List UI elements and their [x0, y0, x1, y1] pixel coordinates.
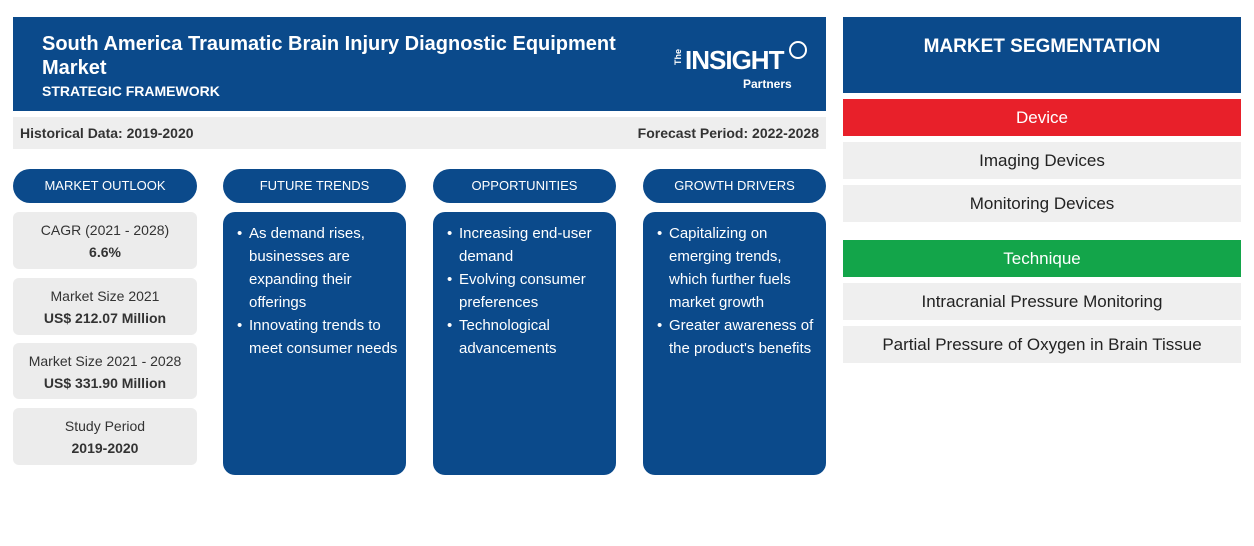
list-item: Innovating trends to meet consumer needs	[237, 314, 398, 360]
stat-study-period: Study Period 2019-2020	[13, 408, 197, 465]
stat-label: Study Period	[64, 418, 146, 434]
list-item: Evolving consumer preferences	[447, 268, 608, 314]
logo-partners: Partners	[743, 77, 792, 91]
stat-label: Market Size 2021 - 2028	[28, 353, 182, 369]
segment-technique-header: Technique	[843, 240, 1241, 277]
period-bar: Historical Data: 2019-2020 Forecast Peri…	[13, 117, 826, 149]
stat-value: 6.6%	[89, 244, 121, 260]
segment-device-header: Device	[843, 99, 1241, 136]
growth-drivers-heading: GROWTH DRIVERS	[643, 169, 826, 203]
segment-item-intracranial-pressure: Intracranial Pressure Monitoring	[843, 283, 1241, 320]
stat-value: US$ 331.90 Million	[43, 375, 167, 391]
segment-item-monitoring-devices: Monitoring Devices	[843, 185, 1241, 222]
opportunities-panel: Increasing end-user demand Evolving cons…	[433, 212, 616, 475]
list-item: Greater awareness of the product's benef…	[657, 314, 818, 360]
future-trends-heading: FUTURE TRENDS	[223, 169, 406, 203]
list-item: As demand rises, businesses are expandin…	[237, 222, 398, 314]
growth-drivers-panel: Capitalizing on emerging trends, which f…	[643, 212, 826, 475]
list-item: Capitalizing on emerging trends, which f…	[657, 222, 818, 314]
stat-value: US$ 212.07 Million	[43, 310, 167, 326]
header-banner: South America Traumatic Brain Injury Dia…	[13, 17, 826, 111]
logo-insight: INSIGHT	[685, 45, 784, 75]
segment-item-partial-pressure-oxygen: Partial Pressure of Oxygen in Brain Tiss…	[843, 326, 1241, 363]
opportunities-heading: OPPORTUNITIES	[433, 169, 616, 203]
forecast-period: Forecast Period: 2022-2028	[637, 125, 819, 141]
stat-cagr: CAGR (2021 - 2028) 6.6%	[13, 212, 197, 269]
stat-label: CAGR (2021 - 2028)	[40, 222, 170, 238]
insight-partners-logo: The INSIGHT Partners	[673, 39, 813, 97]
segmentation-title: MARKET SEGMENTATION	[843, 17, 1241, 93]
historical-data: Historical Data: 2019-2020	[20, 125, 194, 141]
stat-market-size-2021-2028: Market Size 2021 - 2028 US$ 331.90 Milli…	[13, 343, 197, 399]
logo-the: The	[673, 49, 683, 66]
future-trends-panel: As demand rises, businesses are expandin…	[223, 212, 406, 475]
stat-label: Market Size 2021	[50, 288, 160, 304]
market-outlook-heading: MARKET OUTLOOK	[13, 169, 197, 203]
logo-ring-icon	[789, 41, 807, 59]
list-item: Increasing end-user demand	[447, 222, 608, 268]
segment-item-imaging-devices: Imaging Devices	[843, 142, 1241, 179]
page-title: South America Traumatic Brain Injury Dia…	[42, 33, 616, 79]
stat-market-size-2021: Market Size 2021 US$ 212.07 Million	[13, 278, 197, 335]
stat-value: 2019-2020	[71, 440, 139, 456]
list-item: Technological advancements	[447, 314, 608, 360]
page-subtitle: STRATEGIC FRAMEWORK	[42, 83, 220, 99]
